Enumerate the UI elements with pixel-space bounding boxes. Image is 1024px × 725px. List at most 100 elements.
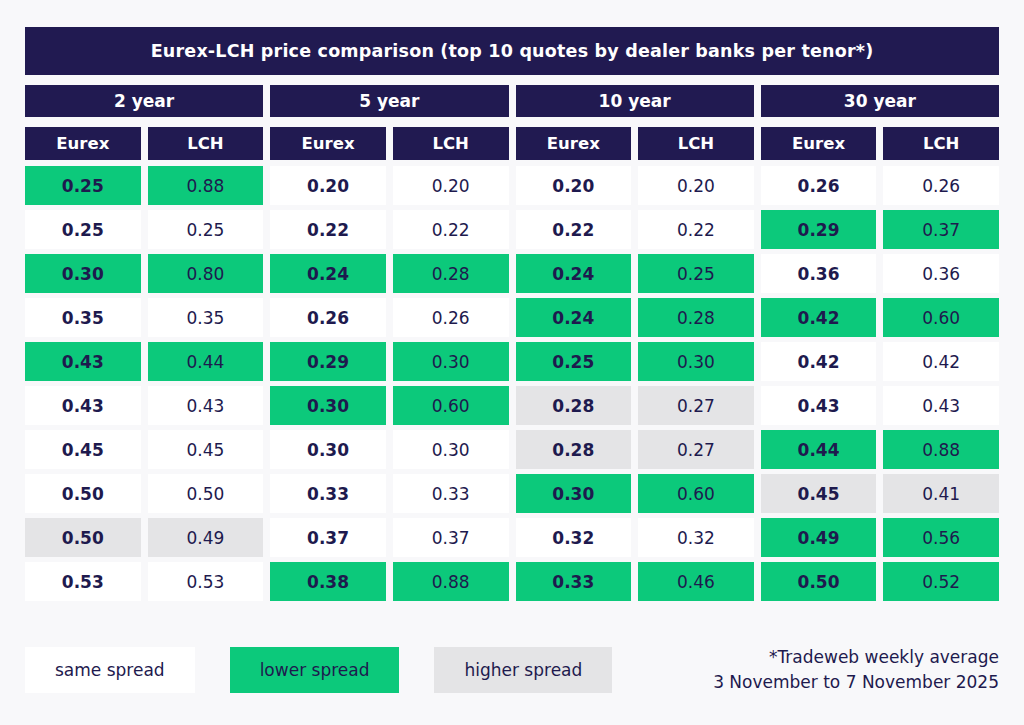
column-header-eurex-30-year: Eurex xyxy=(761,127,877,160)
eurex-price-cell: 0.42 xyxy=(761,298,877,337)
eurex-price-cell: 0.24 xyxy=(516,254,632,293)
lch-price-cell: 0.25 xyxy=(148,210,264,249)
eurex-price-cell: 0.42 xyxy=(761,342,877,381)
lch-price-cell: 0.41 xyxy=(883,474,999,513)
eurex-price-cell: 0.25 xyxy=(25,166,141,205)
eurex-price-cell: 0.30 xyxy=(25,254,141,293)
lch-price-cell: 0.26 xyxy=(883,166,999,205)
tenor-header-row: 2 year5 year10 year30 year xyxy=(25,85,999,117)
tenor-header-2-year: 2 year xyxy=(25,85,263,117)
lch-price-cell: 0.25 xyxy=(638,254,754,293)
lch-price-cell: 0.49 xyxy=(148,518,264,557)
lch-price-cell: 0.27 xyxy=(638,430,754,469)
column-header-lch-30-year: LCH xyxy=(883,127,999,160)
lch-price-cell: 0.60 xyxy=(393,386,509,425)
tenor-header-5-year: 5 year xyxy=(270,85,508,117)
eurex-price-cell: 0.44 xyxy=(761,430,877,469)
lch-price-cell: 0.60 xyxy=(638,474,754,513)
exchange-header-row: EurexLCHEurexLCHEurexLCHEurexLCH xyxy=(25,127,999,160)
lch-price-cell: 0.28 xyxy=(638,298,754,337)
lch-price-cell: 0.80 xyxy=(148,254,264,293)
lch-price-cell: 0.36 xyxy=(883,254,999,293)
eurex-price-cell: 0.43 xyxy=(25,386,141,425)
legend-chip-lower-spread: lower spread xyxy=(230,647,400,693)
lch-price-cell: 0.30 xyxy=(393,342,509,381)
lch-price-cell: 0.33 xyxy=(393,474,509,513)
lch-price-cell: 0.20 xyxy=(393,166,509,205)
eurex-price-cell: 0.37 xyxy=(270,518,386,557)
lch-price-cell: 0.50 xyxy=(148,474,264,513)
column-header-lch-5-year: LCH xyxy=(393,127,509,160)
eurex-price-cell: 0.22 xyxy=(270,210,386,249)
column-header-eurex-5-year: Eurex xyxy=(270,127,386,160)
column-header-eurex-10-year: Eurex xyxy=(516,127,632,160)
eurex-price-cell: 0.25 xyxy=(516,342,632,381)
eurex-price-cell: 0.50 xyxy=(25,518,141,557)
lch-price-cell: 0.28 xyxy=(393,254,509,293)
table-title: Eurex-LCH price comparison (top 10 quote… xyxy=(25,27,999,75)
eurex-price-cell: 0.24 xyxy=(270,254,386,293)
lch-price-cell: 0.22 xyxy=(638,210,754,249)
eurex-price-cell: 0.22 xyxy=(516,210,632,249)
eurex-price-cell: 0.25 xyxy=(25,210,141,249)
lch-price-cell: 0.60 xyxy=(883,298,999,337)
eurex-price-cell: 0.53 xyxy=(25,562,141,601)
lch-price-cell: 0.53 xyxy=(148,562,264,601)
tenor-header-10-year: 10 year xyxy=(516,85,754,117)
eurex-price-cell: 0.45 xyxy=(25,430,141,469)
eurex-price-cell: 0.33 xyxy=(516,562,632,601)
eurex-price-cell: 0.50 xyxy=(761,562,877,601)
column-header-eurex-2-year: Eurex xyxy=(25,127,141,160)
eurex-price-cell: 0.30 xyxy=(270,386,386,425)
eurex-price-cell: 0.20 xyxy=(270,166,386,205)
legend-chip-higher-spread: higher spread xyxy=(434,647,612,693)
eurex-price-cell: 0.26 xyxy=(270,298,386,337)
lch-price-cell: 0.37 xyxy=(883,210,999,249)
lch-price-cell: 0.22 xyxy=(393,210,509,249)
eurex-price-cell: 0.28 xyxy=(516,430,632,469)
eurex-price-cell: 0.29 xyxy=(761,210,877,249)
lch-price-cell: 0.88 xyxy=(148,166,264,205)
eurex-price-cell: 0.43 xyxy=(25,342,141,381)
eurex-price-cell: 0.43 xyxy=(761,386,877,425)
lch-price-cell: 0.42 xyxy=(883,342,999,381)
eurex-price-cell: 0.30 xyxy=(516,474,632,513)
lch-price-cell: 0.46 xyxy=(638,562,754,601)
lch-price-cell: 0.44 xyxy=(148,342,264,381)
lch-price-cell: 0.88 xyxy=(393,562,509,601)
lch-price-cell: 0.27 xyxy=(638,386,754,425)
tenor-header-30-year: 30 year xyxy=(761,85,999,117)
lch-price-cell: 0.35 xyxy=(148,298,264,337)
eurex-price-cell: 0.29 xyxy=(270,342,386,381)
footer: same spread lower spread higher spread *Tr… xyxy=(25,645,999,694)
lch-price-cell: 0.43 xyxy=(148,386,264,425)
lch-price-cell: 0.30 xyxy=(638,342,754,381)
column-header-lch-2-year: LCH xyxy=(148,127,264,160)
eurex-price-cell: 0.45 xyxy=(761,474,877,513)
column-header-lch-10-year: LCH xyxy=(638,127,754,160)
eurex-price-cell: 0.35 xyxy=(25,298,141,337)
eurex-price-cell: 0.33 xyxy=(270,474,386,513)
lch-price-cell: 0.52 xyxy=(883,562,999,601)
lch-price-cell: 0.37 xyxy=(393,518,509,557)
eurex-price-cell: 0.20 xyxy=(516,166,632,205)
lch-price-cell: 0.32 xyxy=(638,518,754,557)
eurex-price-cell: 0.32 xyxy=(516,518,632,557)
price-table: 0.250.880.200.200.200.200.260.260.250.25… xyxy=(25,166,999,601)
eurex-price-cell: 0.38 xyxy=(270,562,386,601)
eurex-price-cell: 0.30 xyxy=(270,430,386,469)
eurex-price-cell: 0.28 xyxy=(516,386,632,425)
footnote-line-2: 3 November to 7 November 2025 xyxy=(713,670,999,695)
legend-chip-same-spread: same spread xyxy=(25,647,195,693)
lch-price-cell: 0.88 xyxy=(883,430,999,469)
price-comparison-infographic: Eurex-LCH price comparison (top 10 quote… xyxy=(0,0,1024,694)
eurex-price-cell: 0.24 xyxy=(516,298,632,337)
eurex-price-cell: 0.50 xyxy=(25,474,141,513)
footnote: *Tradeweb weekly average 3 November to 7… xyxy=(713,645,999,694)
lch-price-cell: 0.26 xyxy=(393,298,509,337)
eurex-price-cell: 0.49 xyxy=(761,518,877,557)
lch-price-cell: 0.30 xyxy=(393,430,509,469)
lch-price-cell: 0.45 xyxy=(148,430,264,469)
lch-price-cell: 0.20 xyxy=(638,166,754,205)
spread-legend: same spread lower spread higher spread xyxy=(25,647,612,693)
